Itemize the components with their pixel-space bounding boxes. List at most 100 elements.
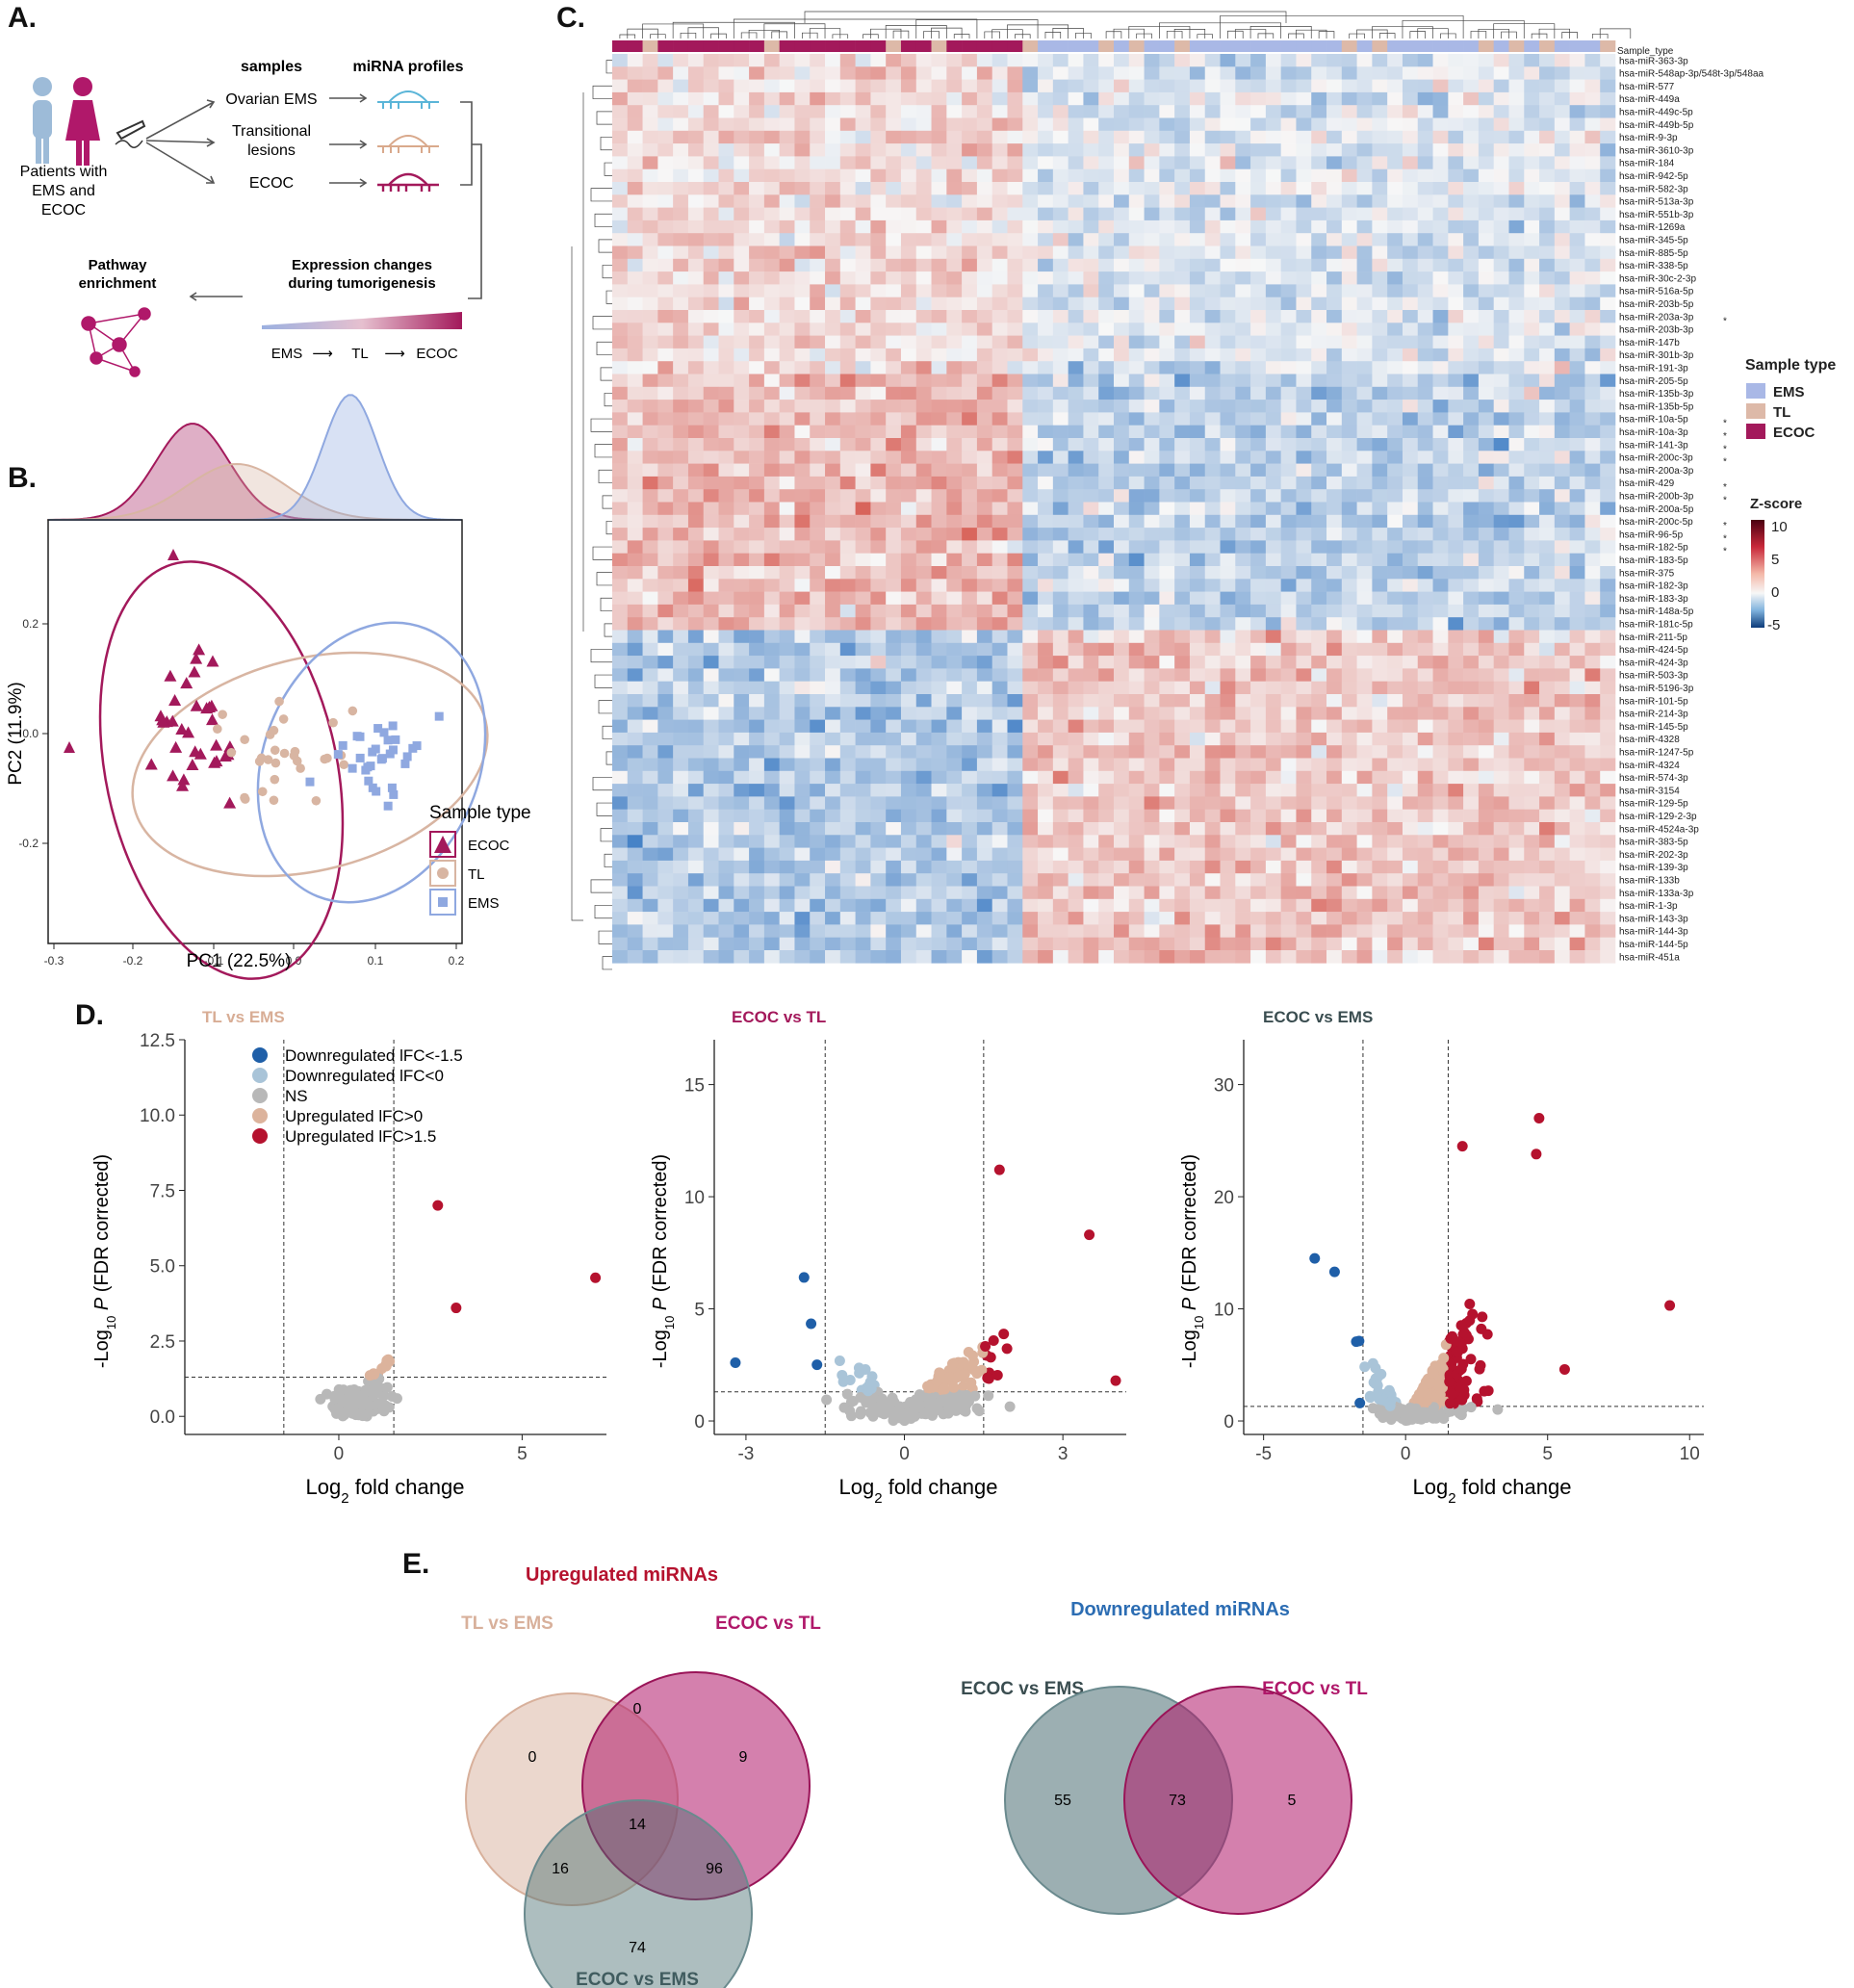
heatmap-cell bbox=[734, 219, 750, 234]
heatmap-cell bbox=[931, 642, 947, 657]
heatmap-cell bbox=[687, 809, 705, 823]
heatmap-cell bbox=[1068, 105, 1084, 118]
heatmap-cell bbox=[1463, 156, 1480, 169]
heatmap-cell bbox=[1052, 719, 1069, 734]
heatmap-cell bbox=[1524, 502, 1540, 516]
heatmap-cell bbox=[991, 681, 1008, 695]
heatmap-cell bbox=[886, 233, 902, 246]
heatmap-cell bbox=[1114, 668, 1130, 682]
heatmap-cell bbox=[1159, 707, 1175, 720]
heatmap-cell bbox=[687, 54, 705, 67]
heatmap-cell bbox=[1448, 719, 1464, 734]
heatmap-cell bbox=[1083, 835, 1099, 848]
heatmap-cell bbox=[1250, 361, 1267, 374]
heatmap-cell bbox=[1159, 374, 1175, 388]
heatmap-cell bbox=[1174, 233, 1191, 246]
heatmap-cell bbox=[763, 617, 780, 631]
heatmap-cell bbox=[657, 335, 674, 349]
heatmap-cell bbox=[1280, 66, 1297, 80]
heatmap-cell bbox=[1280, 117, 1297, 132]
heatmap-cell bbox=[1463, 425, 1480, 439]
heatmap-cell bbox=[1402, 194, 1419, 208]
heatmap-cell bbox=[1068, 91, 1084, 106]
heatmap-cell bbox=[1524, 348, 1540, 362]
heatmap-cell bbox=[991, 310, 1008, 323]
heatmap-cell bbox=[657, 182, 674, 195]
heatmap-cell bbox=[1539, 284, 1556, 297]
heatmap-cell bbox=[810, 758, 826, 772]
heatmap-cell bbox=[1189, 642, 1206, 657]
heatmap-cell bbox=[1189, 310, 1206, 323]
heatmap-cell bbox=[991, 694, 1008, 708]
heatmap-cell bbox=[1189, 476, 1206, 490]
heatmap-cell bbox=[931, 770, 947, 785]
pca-point-ems bbox=[348, 763, 357, 773]
heatmap-cell bbox=[1326, 463, 1343, 478]
heatmap-cell bbox=[1189, 681, 1206, 695]
heatmap-cell bbox=[870, 642, 887, 657]
heatmap-cell bbox=[1539, 374, 1556, 388]
heatmap-cell bbox=[1539, 656, 1556, 669]
heatmap-cell bbox=[1539, 745, 1556, 759]
heatmap-cell bbox=[810, 784, 826, 797]
heatmap-cell bbox=[1114, 630, 1130, 644]
heatmap-cell bbox=[779, 898, 795, 913]
heatmap-cell bbox=[886, 182, 902, 195]
heatmap-cell bbox=[870, 207, 887, 221]
heatmap-cell bbox=[1265, 694, 1281, 708]
heatmap-cell bbox=[1402, 886, 1419, 900]
heatmap-cell bbox=[1326, 502, 1343, 516]
heatmap-cell bbox=[1356, 528, 1373, 541]
heatmap-cell bbox=[657, 310, 674, 323]
sample-type-cell bbox=[627, 40, 643, 52]
heatmap-cell bbox=[1189, 770, 1206, 785]
heatmap-cell bbox=[627, 770, 643, 785]
pca-point-ems bbox=[408, 743, 418, 753]
heatmap-cell bbox=[718, 809, 734, 823]
heatmap-cell bbox=[1159, 617, 1175, 631]
heatmap-cell bbox=[962, 271, 978, 285]
heatmap-cell bbox=[900, 681, 917, 695]
heatmap-cell bbox=[642, 386, 658, 400]
heatmap-cell bbox=[1463, 54, 1480, 67]
heatmap-cell bbox=[1174, 604, 1191, 618]
heatmap-cell bbox=[1007, 758, 1023, 772]
heatmap-cell bbox=[749, 91, 765, 106]
heatmap-cell bbox=[1356, 207, 1373, 221]
heatmap-cell bbox=[1114, 258, 1130, 272]
heatmap-cell bbox=[1128, 451, 1145, 464]
heatmap-cell bbox=[1250, 310, 1267, 323]
heatmap-cell bbox=[962, 194, 978, 208]
heatmap-cell bbox=[612, 361, 629, 374]
heatmap-cell bbox=[1402, 245, 1419, 260]
heatmap-cell bbox=[1265, 553, 1281, 567]
heatmap-cell bbox=[703, 130, 719, 144]
heatmap-cell bbox=[627, 182, 643, 195]
heatmap-cell bbox=[870, 719, 887, 734]
heatmap-cell bbox=[1159, 950, 1175, 964]
heatmap-cell bbox=[825, 233, 841, 246]
heatmap-cell bbox=[1280, 79, 1297, 93]
heatmap-cell bbox=[900, 642, 917, 657]
heatmap-cell bbox=[612, 425, 629, 439]
heatmap-cell bbox=[1128, 719, 1145, 734]
heatmap-cell bbox=[915, 912, 932, 925]
mirna-label: hsa-miR-184 bbox=[1619, 159, 1675, 169]
heatmap-cell bbox=[855, 194, 871, 208]
heatmap-cell bbox=[855, 400, 871, 413]
heatmap-cell bbox=[1432, 182, 1449, 195]
heatmap-cell bbox=[931, 463, 947, 478]
heatmap-cell bbox=[1068, 245, 1084, 260]
heatmap-cell bbox=[1068, 233, 1084, 246]
heatmap-cell bbox=[749, 528, 765, 541]
heatmap-cell bbox=[734, 847, 750, 862]
heatmap-cell bbox=[1038, 579, 1054, 592]
heatmap-cell bbox=[1463, 514, 1480, 529]
sample-type-cell bbox=[1448, 40, 1464, 52]
heatmap-cell bbox=[1569, 117, 1585, 132]
heatmap-cell bbox=[1189, 258, 1206, 272]
heatmap-cell bbox=[1128, 656, 1145, 669]
heatmap-cell bbox=[1402, 54, 1419, 67]
heatmap-cell bbox=[1448, 617, 1464, 631]
heatmap-cell bbox=[1600, 271, 1616, 285]
